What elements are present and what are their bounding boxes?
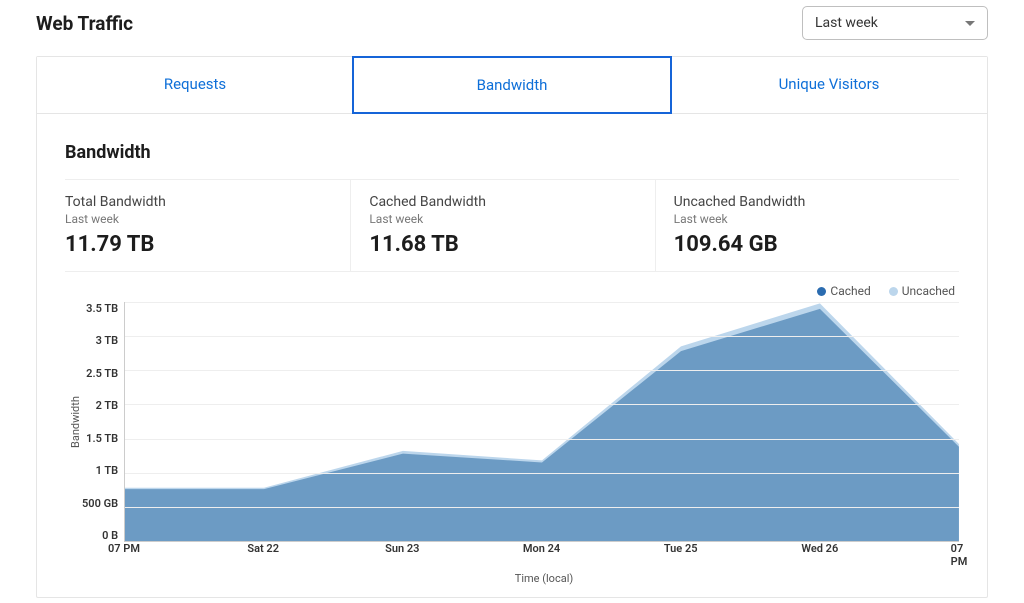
x-tick: Tue 25	[664, 542, 698, 555]
y-tick: 2 TB	[96, 399, 119, 412]
legend-label: Cached	[830, 284, 870, 298]
timerange-value: Last week	[815, 15, 878, 31]
tabs: Requests Bandwidth Unique Visitors	[37, 57, 987, 114]
timerange-select[interactable]: Last week	[802, 6, 988, 40]
swatch-icon	[889, 287, 898, 296]
stat-period: Last week	[65, 212, 332, 226]
stats-row: Total Bandwidth Last week 11.79 TB Cache…	[65, 179, 959, 272]
y-tick: 1 TB	[96, 464, 119, 477]
stat-cached: Cached Bandwidth Last week 11.68 TB	[351, 180, 655, 271]
stat-label: Total Bandwidth	[65, 194, 332, 210]
stat-period: Last week	[369, 212, 636, 226]
y-axis-title: Bandwidth	[65, 302, 82, 542]
chart-svg	[125, 302, 959, 541]
y-tick: 2.5 TB	[86, 367, 118, 380]
stat-label: Cached Bandwidth	[369, 194, 636, 210]
x-tick: Mon 24	[523, 542, 560, 555]
traffic-panel: Requests Bandwidth Unique Visitors Bandw…	[36, 56, 988, 598]
swatch-icon	[817, 287, 826, 296]
tab-requests[interactable]: Requests	[37, 57, 353, 113]
stat-value: 11.68 TB	[369, 232, 636, 257]
x-axis: 07 PMSat 22Sun 23Mon 24Tue 25Wed 2607 PM	[124, 542, 959, 556]
y-tick: 1.5 TB	[86, 432, 118, 445]
x-tick: Wed 26	[801, 542, 838, 555]
page-title: Web Traffic	[36, 12, 133, 35]
y-tick: 3 TB	[96, 334, 119, 347]
chevron-down-icon	[965, 21, 975, 26]
chart-legend: Cached Uncached	[65, 282, 959, 302]
x-tick: 07 PM	[108, 542, 140, 555]
x-tick: Sat 22	[247, 542, 279, 555]
stat-label: Uncached Bandwidth	[674, 194, 941, 210]
x-tick: 07 PM	[951, 542, 968, 568]
legend-item-uncached[interactable]: Uncached	[889, 284, 955, 298]
plot-area	[124, 302, 959, 542]
tab-unique-visitors[interactable]: Unique Visitors	[671, 57, 987, 113]
y-tick: 0 B	[102, 529, 118, 542]
x-axis-title: Time (local)	[129, 572, 959, 585]
stat-total: Total Bandwidth Last week 11.79 TB	[65, 180, 351, 271]
x-tick: Sun 23	[385, 542, 419, 555]
y-tick: 3.5 TB	[86, 302, 118, 315]
y-tick: 500 GB	[82, 497, 118, 510]
stat-period: Last week	[674, 212, 941, 226]
y-axis: 3.5 TB 3 TB 2.5 TB 2 TB 1.5 TB 1 TB 500 GB 0 B	[82, 302, 124, 542]
stat-value: 109.64 GB	[674, 232, 941, 257]
legend-item-cached[interactable]: Cached	[817, 284, 870, 298]
tab-bandwidth[interactable]: Bandwidth	[352, 56, 672, 114]
section-title: Bandwidth	[65, 142, 959, 163]
stat-value: 11.79 TB	[65, 232, 332, 257]
stat-uncached: Uncached Bandwidth Last week 109.64 GB	[656, 180, 959, 271]
bandwidth-chart: Cached Uncached Bandwidth 3.5 TB 3 TB 2.5 …	[65, 282, 959, 585]
legend-label: Uncached	[902, 284, 955, 298]
